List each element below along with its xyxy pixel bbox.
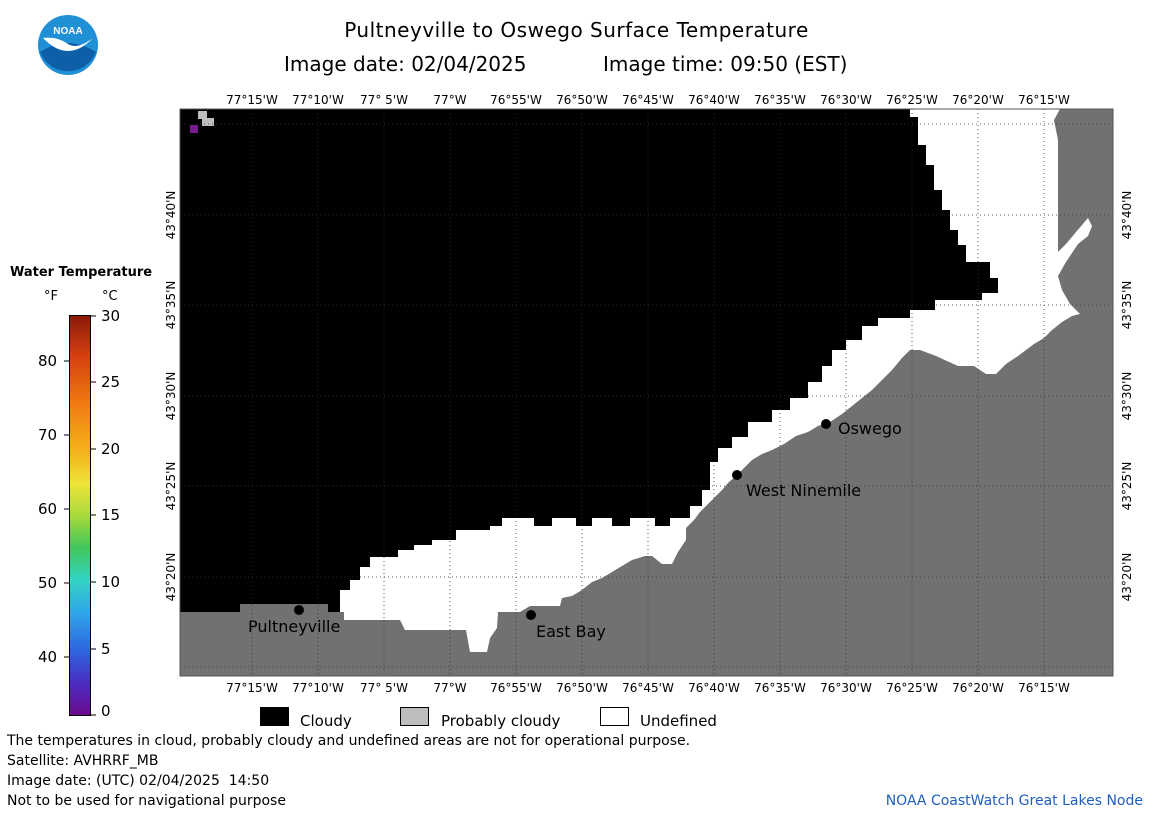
lon-label-bottom: 77° 5'W [360,681,408,695]
lat-label-left: 43°20'N [164,553,178,602]
lon-label-top: 77°10'W [292,93,344,107]
place-marker-oswego [821,419,831,429]
lat-label-right: 43°20'N [1120,553,1134,602]
lat-label-right: 43°35'N [1120,281,1134,330]
lon-label-bottom: 76°40'W [688,681,740,695]
colorbar-unit-f: °F [44,289,58,304]
lon-label-top: 76°30'W [820,93,872,107]
colorbar-title: Water Temperature [10,265,153,280]
image-time: Image time: 09:50 (EST) [603,52,848,76]
lat-label-right: 43°25'N [1120,462,1134,511]
lon-label-bottom: 76°30'W [820,681,872,695]
satellite-text: Satellite: AVHRRF_MB [7,753,159,769]
lon-label-top: 77° 5'W [360,93,408,107]
colorbar-unit-c: °C [102,289,118,304]
lat-label-left: 43°35'N [164,281,178,330]
image-date: Image date: 02/04/2025 [284,52,527,76]
place-label: East Bay [536,622,606,641]
legend-label-probably-cloudy: Probably cloudy [441,712,561,730]
legend-label-cloudy: Cloudy [300,712,352,730]
lon-label-bottom: 76°25'W [886,681,938,695]
colorbar-tick-f: 40 [38,648,58,666]
lat-label-right: 43°30'N [1120,372,1134,421]
legend-label-undefined: Undefined [640,712,717,730]
lon-label-bottom: 77°10'W [292,681,344,695]
colorbar-ticks [64,315,96,716]
place-label: West Ninemile [746,481,861,500]
legend-swatch-probably-cloudy [400,707,429,726]
colorbar [69,315,91,716]
place-label: Oswego [838,419,902,438]
place-label: Pultneyville [248,617,340,636]
colorbar-tick-c: 10 [101,573,121,591]
lon-label-top: 77°W [433,93,466,107]
graticule [180,109,1113,676]
lon-label-top: 76°35'W [754,93,806,107]
lon-label-bottom: 77°W [433,681,466,695]
nav-warning-text: Not to be used for navigational purpose [7,793,286,809]
land-area [180,109,1113,676]
colorbar-tick-c: 5 [101,640,111,658]
lat-label-left: 43°30'N [164,372,178,421]
disclaimer-text: The temperatures in cloud, probably clou… [7,733,691,749]
place-marker-pultneyville [294,605,304,615]
colorbar-tick-c: 15 [101,506,121,524]
probably-cloudy-patch [198,111,207,119]
colorbar-tick-f: 70 [38,426,58,444]
map-frame [179,108,1114,677]
lon-label-top: 76°55'W [490,93,542,107]
lon-label-top: 76°50'W [556,93,608,107]
map-title: Pultneyville to Oswego Surface Temperatu… [344,18,809,42]
colorbar-tick-f: 80 [38,352,58,370]
colorbar-tick-c: 25 [101,373,121,391]
place-marker-east-bay [526,610,536,620]
lon-label-bottom: 76°45'W [622,681,674,695]
legend-swatch-cloudy [260,707,289,726]
utc-date-text: Image date: (UTC) 02/04/2025 14:50 [7,773,270,789]
lon-label-bottom: 76°50'W [556,681,608,695]
probably-cloudy-patch [202,118,214,126]
lat-label-right: 43°40'N [1120,191,1134,240]
colorbar-tick-f: 50 [38,574,58,592]
lon-label-top: 77°15'W [226,93,278,107]
lon-label-bottom: 76°35'W [754,681,806,695]
lat-label-left: 43°40'N [164,191,178,240]
legend-swatch-undefined [600,707,629,726]
colorbar-tick-f: 60 [38,500,58,518]
place-marker-west-ninemile [732,470,742,480]
credit-text: NOAA CoastWatch Great Lakes Node [885,793,1143,809]
lat-label-left: 43°25'N [164,462,178,511]
water-temp-pixel [190,125,198,133]
colorbar-tick-c: 20 [101,440,121,458]
lon-label-top: 76°25'W [886,93,938,107]
logo-text: NOAA [53,26,82,37]
lon-label-top: 76°45'W [622,93,674,107]
lon-label-bottom: 76°20'W [952,681,1004,695]
lon-label-bottom: 77°15'W [226,681,278,695]
lon-label-top: 76°40'W [688,93,740,107]
lon-label-bottom: 76°15'W [1018,681,1070,695]
colorbar-tick-c: 0 [101,702,111,720]
lon-label-top: 76°15'W [1018,93,1070,107]
colorbar-tick-c: 30 [101,307,121,325]
lon-label-top: 76°20'W [952,93,1004,107]
lon-label-bottom: 76°55'W [490,681,542,695]
noaa-logo-icon: NOAA [37,14,99,76]
